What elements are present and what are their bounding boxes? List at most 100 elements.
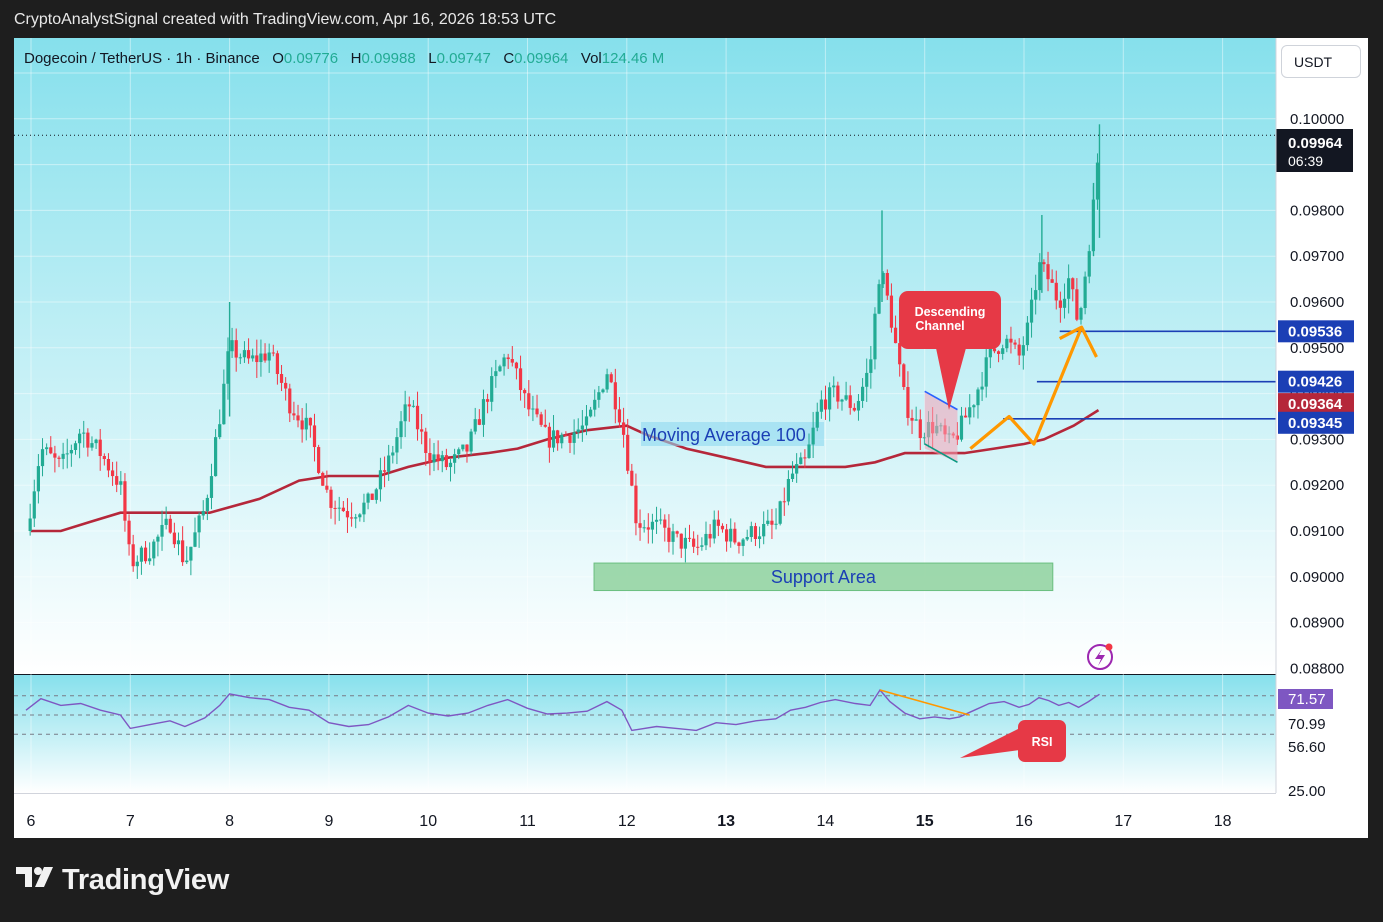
candle-down [106, 459, 111, 471]
candle-down [518, 368, 523, 391]
rsi-divergence-line [879, 689, 970, 716]
candle-up [1062, 298, 1067, 308]
candle-up [135, 561, 139, 567]
candle-up [1083, 276, 1087, 309]
x-tick-label: 10 [419, 813, 437, 830]
candle-up [799, 457, 803, 465]
y-tick-label: 0.08800 [1290, 660, 1344, 677]
candle-up [90, 443, 94, 448]
candle-up [32, 491, 36, 519]
candle-up [922, 437, 927, 439]
candle-up [337, 507, 341, 509]
candle-up [222, 383, 226, 425]
candle-down [696, 546, 700, 548]
candle-up [959, 415, 964, 440]
projected-arrow-head [1058, 325, 1098, 358]
candle-down [308, 417, 312, 426]
volume-label: Vol [580, 50, 602, 67]
candle-up [498, 366, 502, 372]
rsi-callout-pointer [960, 728, 1020, 758]
candle-down [98, 439, 102, 457]
candle-down [312, 425, 317, 448]
candle-up [1095, 162, 1100, 200]
candle-down [803, 457, 807, 459]
price-level-value: 0.09345 [1288, 415, 1342, 432]
candle-down [296, 415, 300, 421]
tradingview-logo-icon [16, 864, 62, 897]
candle-down [424, 431, 428, 454]
candle-up [840, 399, 844, 402]
channel-callout-line1: Descending [915, 305, 986, 319]
candle-up [185, 560, 189, 563]
candle-down [325, 485, 329, 490]
currency-unit-button[interactable]: USDT [1281, 45, 1361, 78]
moving-average-100-line [31, 408, 1100, 533]
y-tick-label: 0.09800 [1290, 202, 1344, 219]
candle-down [617, 409, 622, 423]
descending-channel-fill [924, 391, 958, 463]
footer-bar [0, 838, 1383, 922]
projected-path-line [969, 326, 1084, 450]
x-tick-label: 7 [126, 813, 135, 830]
candle-up [593, 399, 597, 410]
symbol-title[interactable]: Dogecoin / TetherUS · 1h · Binance [24, 50, 260, 67]
price-level-badge [1278, 411, 1354, 434]
candle-up [869, 359, 873, 373]
candle-down [836, 385, 840, 402]
candle-down [115, 476, 119, 485]
candle-down [110, 470, 115, 477]
candle-down [906, 386, 910, 418]
candle-up [69, 450, 73, 454]
candle-down [131, 544, 135, 567]
candle-down [428, 453, 432, 463]
candle-up [457, 449, 461, 455]
candle-down [996, 351, 1001, 354]
bar-countdown: 06:39 [1288, 153, 1323, 169]
candle-up [873, 313, 877, 360]
candle-down [638, 523, 642, 528]
candle-up [856, 400, 861, 411]
tradingview-logo[interactable]: TradingView [16, 864, 229, 897]
candle-down [1050, 279, 1054, 283]
candle-down [444, 455, 448, 468]
candle-down [300, 420, 304, 430]
rsi-callout-box [1018, 720, 1066, 762]
candle-up [411, 405, 416, 407]
candle-up [601, 389, 605, 393]
rsi-tick-label: 70.99 [1288, 716, 1326, 733]
candle-up [749, 526, 753, 537]
chart-canvas[interactable]: Support Area Moving Average 100 Descendi… [14, 38, 1368, 838]
candle-down [547, 426, 551, 448]
candle-down [543, 424, 547, 427]
candle-down [49, 447, 53, 454]
candle-down [86, 432, 90, 448]
high-value: 0.09988 [361, 50, 416, 67]
rsi-tick-label: 25.00 [1288, 783, 1326, 800]
candle-up [683, 537, 687, 549]
candle-up [440, 455, 444, 462]
candle-down [255, 355, 259, 363]
candle-down [1075, 289, 1079, 320]
tradingview-logo-text: TradingView [62, 864, 229, 896]
candle-up [976, 389, 980, 406]
candle-up [94, 439, 98, 444]
candle-up [597, 392, 601, 400]
channel-callout-line2: Channel [915, 319, 964, 333]
candle-down [1017, 344, 1021, 356]
candle-up [148, 558, 152, 562]
candle-down [436, 454, 440, 462]
candle-down [675, 531, 679, 534]
x-tick-label: 14 [817, 813, 835, 830]
candle-down [564, 434, 568, 436]
chart-frame: Support Area Moving Average 100 Descendi… [14, 38, 1368, 838]
candle-up [374, 489, 378, 500]
candle-down [609, 374, 613, 383]
candle-up [972, 405, 976, 408]
candle-up [362, 502, 366, 515]
candle-up [448, 462, 453, 468]
candle-up [403, 404, 407, 422]
candle-up [205, 497, 209, 512]
candle-up [494, 371, 498, 377]
candle-down [646, 527, 650, 530]
descending-channel-top-line [924, 390, 958, 411]
